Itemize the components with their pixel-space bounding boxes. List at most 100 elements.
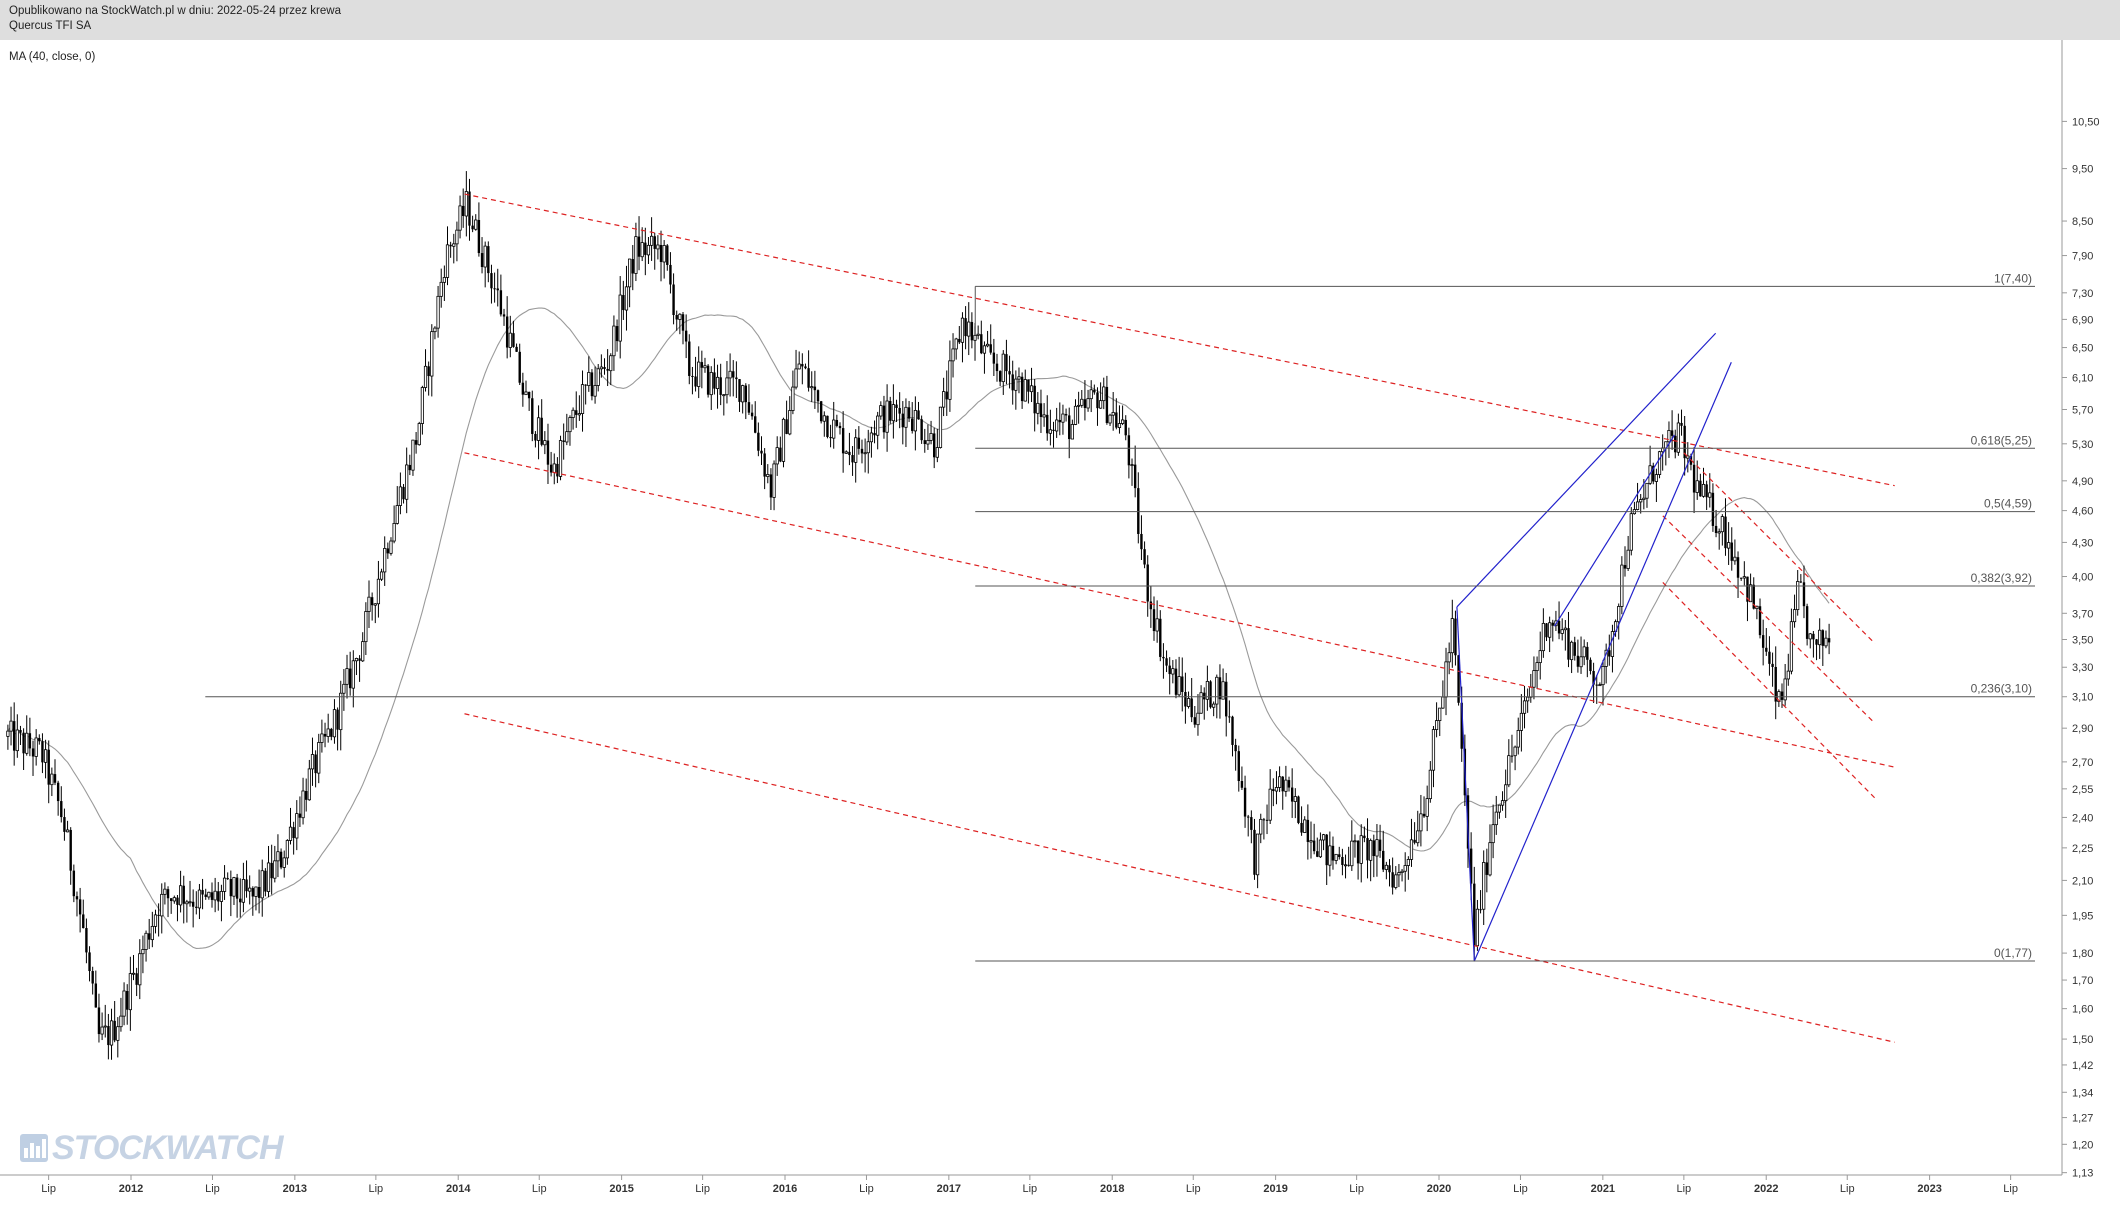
candle (1281, 776, 1284, 810)
candle-body-down (1711, 492, 1715, 526)
candle-body-up (935, 447, 939, 458)
candle (471, 215, 474, 233)
candle-body-down (1168, 665, 1171, 675)
candle (1695, 460, 1699, 500)
candle-body-up (1048, 429, 1052, 434)
candle (1416, 810, 1420, 847)
candle (379, 568, 384, 582)
candle (772, 460, 776, 511)
candle (1318, 832, 1323, 859)
candle-body-up (885, 400, 889, 433)
candle (1265, 804, 1269, 835)
candle-body-down (750, 412, 754, 417)
candle (292, 821, 295, 855)
candle (1350, 820, 1354, 871)
indicator-label: MA (40, close, 0) (9, 51, 96, 63)
candle (408, 454, 412, 476)
candle-body-down (785, 419, 788, 434)
candle-body-down (468, 191, 471, 226)
candle (1268, 769, 1272, 825)
candle (1739, 577, 1743, 581)
candle (794, 349, 798, 390)
candle (876, 411, 880, 450)
candle (138, 939, 142, 1000)
candle-body-up (354, 657, 359, 662)
y-tick-label: 6,10 (2072, 373, 2093, 385)
candle-body-up (285, 840, 289, 859)
candle-body-down (1237, 751, 1240, 782)
candle (1212, 701, 1216, 717)
candle (1064, 408, 1068, 422)
candle (1168, 657, 1171, 695)
candle-body-up (122, 990, 126, 1017)
candle (1243, 775, 1247, 828)
candle-body-down (801, 364, 804, 367)
candle-body-up (445, 244, 450, 278)
y-tick-label: 1,13 (2072, 1168, 2093, 1180)
candle (1143, 541, 1146, 569)
candle (732, 360, 735, 397)
candle-body-down (336, 709, 339, 730)
candle-body-down (860, 448, 864, 454)
candle (631, 245, 634, 291)
candle-body-up (1212, 703, 1216, 708)
candle-body-down (1413, 839, 1416, 843)
candle-body-up (1601, 666, 1605, 686)
candle (69, 827, 72, 885)
candle-body-down (182, 885, 185, 904)
candle-body-down (672, 284, 675, 316)
candle-body-down (1058, 419, 1061, 423)
candle-body-down (1133, 464, 1137, 489)
y-tick-label: 4,60 (2072, 506, 2093, 518)
candle (1438, 707, 1442, 737)
x-tick-label: Lip (1186, 1183, 1201, 1195)
candle-body-up (1061, 413, 1065, 423)
candle (1567, 611, 1570, 668)
candle-body-down (402, 486, 405, 500)
candle (276, 834, 280, 878)
candle-body-up (1073, 405, 1078, 425)
candle (354, 657, 359, 676)
candle-body-up (1808, 633, 1812, 640)
candle (1670, 410, 1674, 450)
candle-body-down (201, 890, 204, 895)
candle-body-down (1064, 414, 1068, 416)
candle (575, 391, 578, 428)
candle (942, 377, 946, 417)
x-tick-label: Lip (1677, 1183, 1692, 1195)
candle-body-up (1403, 865, 1407, 872)
candle (1120, 405, 1125, 426)
candle-body-down (56, 782, 60, 802)
candle (185, 899, 189, 923)
candle-body-up (1117, 423, 1122, 428)
candle-body-up (423, 365, 428, 388)
candle (1356, 840, 1360, 880)
candle (326, 713, 330, 743)
candle-body-down (1674, 435, 1677, 453)
candle (1771, 652, 1774, 687)
candle-body-up (276, 851, 280, 862)
x-tick-label: Lip (205, 1183, 220, 1195)
published-info: Opublikowano na StockWatch.pl w dniu: 20… (9, 5, 341, 17)
candle-body-up (1570, 641, 1574, 661)
candle (741, 384, 745, 414)
candle (1375, 824, 1379, 877)
candle-body-up (1029, 385, 1034, 393)
candle (813, 370, 817, 409)
candle-body-up (1560, 629, 1564, 634)
candle (807, 350, 810, 392)
candle-body-up (580, 384, 585, 414)
candle (1372, 834, 1375, 878)
candle (1422, 796, 1426, 818)
candle-body-up (1394, 874, 1398, 888)
candle-body-up (1617, 606, 1621, 623)
candle (587, 356, 591, 392)
candle-body-down (1805, 606, 1809, 639)
candle (669, 252, 672, 294)
candle-body-down (1096, 392, 1099, 409)
candle-body-up (1274, 787, 1279, 792)
candle-body-down (1454, 618, 1457, 656)
candle (797, 351, 801, 370)
candle (1821, 629, 1825, 666)
